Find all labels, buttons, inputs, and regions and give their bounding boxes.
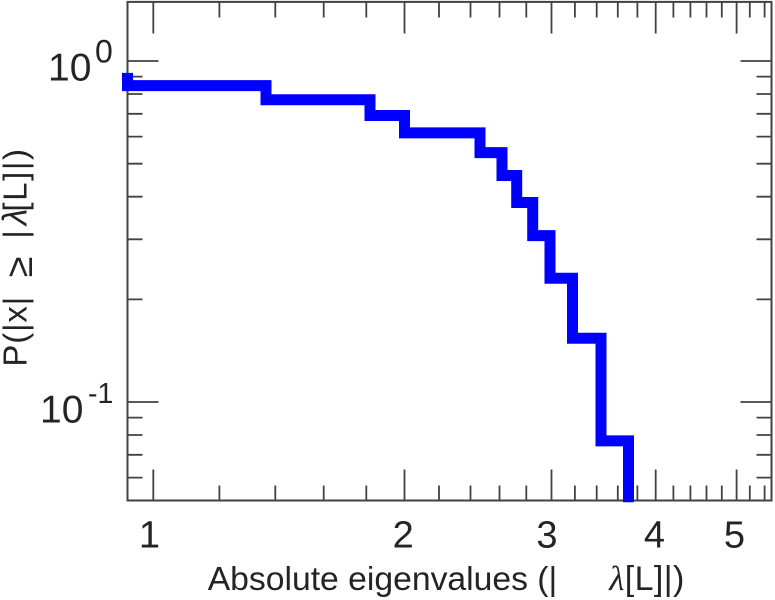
svg-text:λ: λ: [0, 208, 35, 227]
svg-text:Absolute eigenvalues (|: Absolute eigenvalues (|: [208, 560, 558, 598]
svg-text:4: 4: [644, 515, 665, 557]
svg-text:10: 10: [48, 47, 91, 90]
svg-text:|: |: [0, 230, 34, 239]
svg-text:10: 10: [40, 388, 83, 431]
svg-text:2: 2: [393, 515, 414, 557]
svg-text:3: 3: [536, 515, 557, 557]
svg-text:P(|x|: P(|x|: [0, 296, 34, 367]
svg-text:≥: ≥: [0, 256, 41, 277]
svg-text:0: 0: [95, 34, 113, 70]
svg-text:5: 5: [724, 515, 745, 557]
svg-text:1: 1: [139, 515, 160, 557]
svg-text:[L]|): [L]|): [0, 147, 34, 211]
svg-text:-1: -1: [88, 378, 113, 410]
svg-text:λ[L]|): λ[L]|): [608, 559, 685, 598]
